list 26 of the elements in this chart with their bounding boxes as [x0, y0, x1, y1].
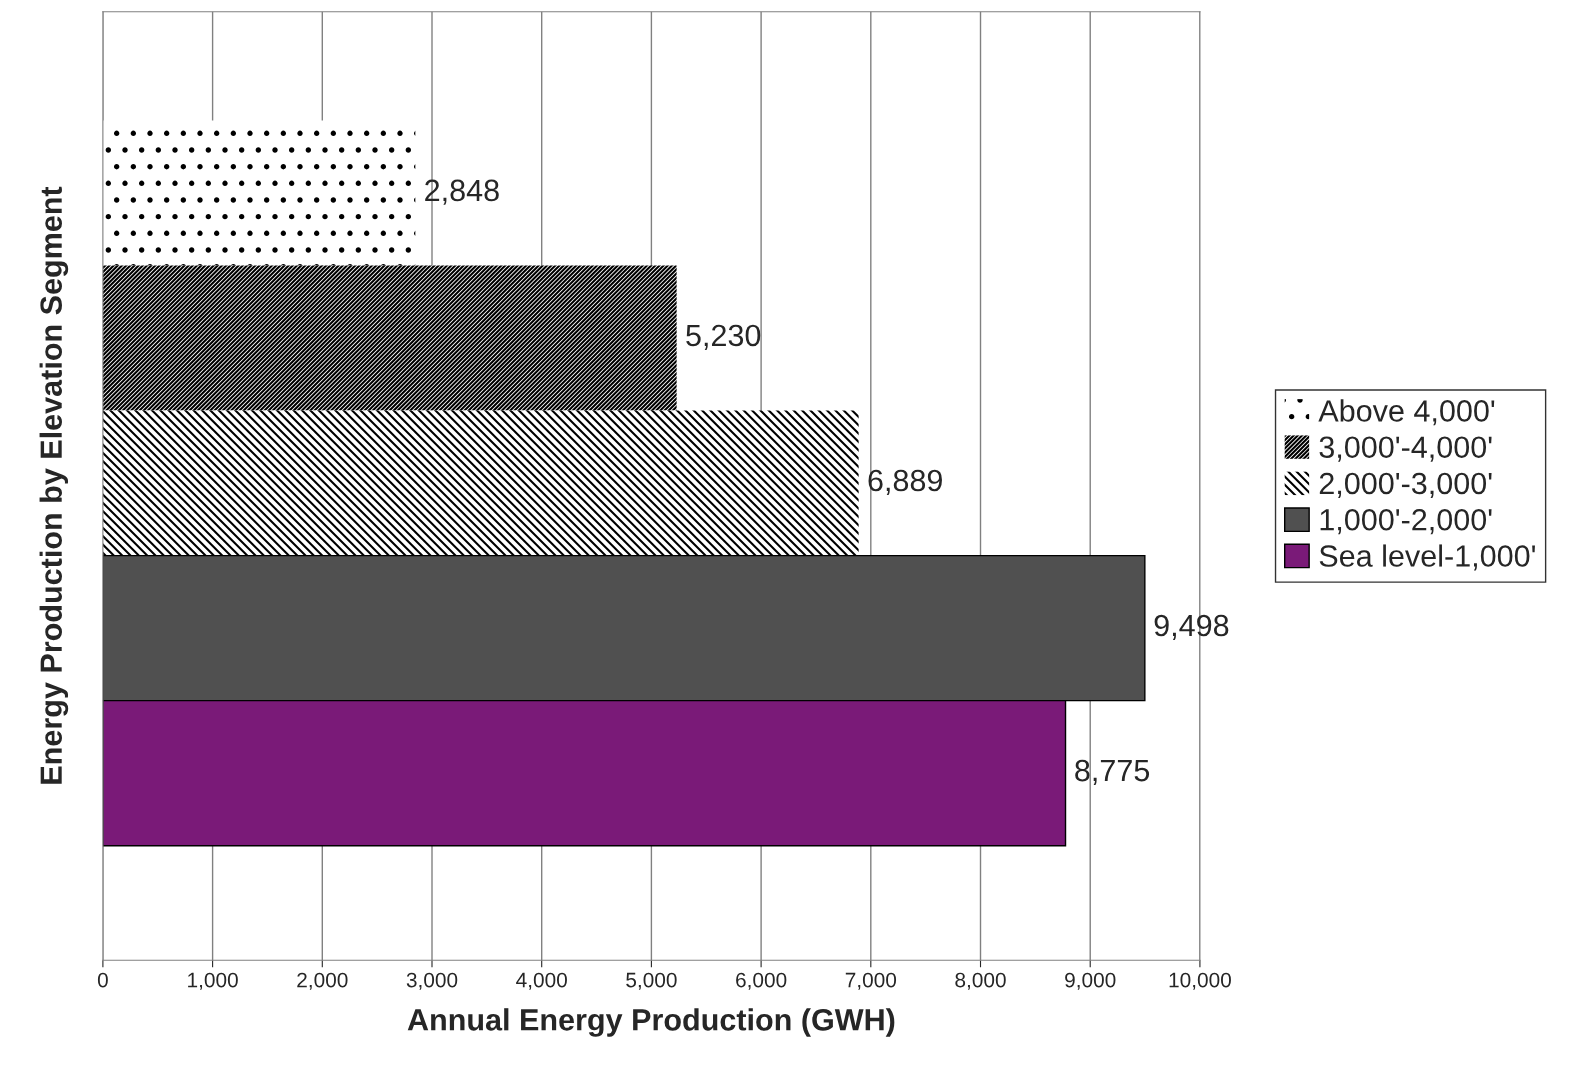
legend-label: Sea level-1,000' — [1319, 544, 1535, 571]
x-axis-title: Annual Energy Production (GWH) — [407, 1008, 895, 1037]
x-tick-label: 0 — [97, 972, 108, 988]
x-tick-label: 1,000 — [188, 972, 238, 990]
x-tick-label: 8,000 — [955, 972, 1006, 990]
data-label: 5,230 — [686, 324, 761, 350]
x-tick-label: 3,000 — [406, 972, 458, 990]
x-tick-label: 9,000 — [1065, 972, 1116, 990]
data-label: 2,848 — [425, 179, 499, 205]
data-label: 6,889 — [868, 469, 942, 495]
bar — [102, 265, 677, 411]
legend-label: 1,000'-2,000' — [1320, 508, 1492, 535]
x-tick-label: 5,000 — [626, 972, 677, 990]
x-tick-label: 2,000 — [297, 972, 348, 990]
x-tick-label: 10,000 — [1169, 972, 1231, 990]
bar — [102, 120, 416, 266]
data-label: 9,498 — [1154, 614, 1229, 640]
legend-label: 2,000'-3,000' — [1319, 472, 1492, 498]
bar — [102, 410, 859, 556]
x-tick-label: 6,000 — [736, 972, 787, 990]
y-axis-title: Energy Production by Elevation Segment — [39, 186, 69, 784]
x-tick-label: 7,000 — [845, 972, 897, 990]
x-tick-label: 4,000 — [516, 972, 567, 990]
legend-label: Above 4,000' — [1318, 399, 1495, 426]
data-label: 8,775 — [1075, 759, 1150, 786]
legend-label: 3,000'-4,000' — [1319, 436, 1492, 462]
